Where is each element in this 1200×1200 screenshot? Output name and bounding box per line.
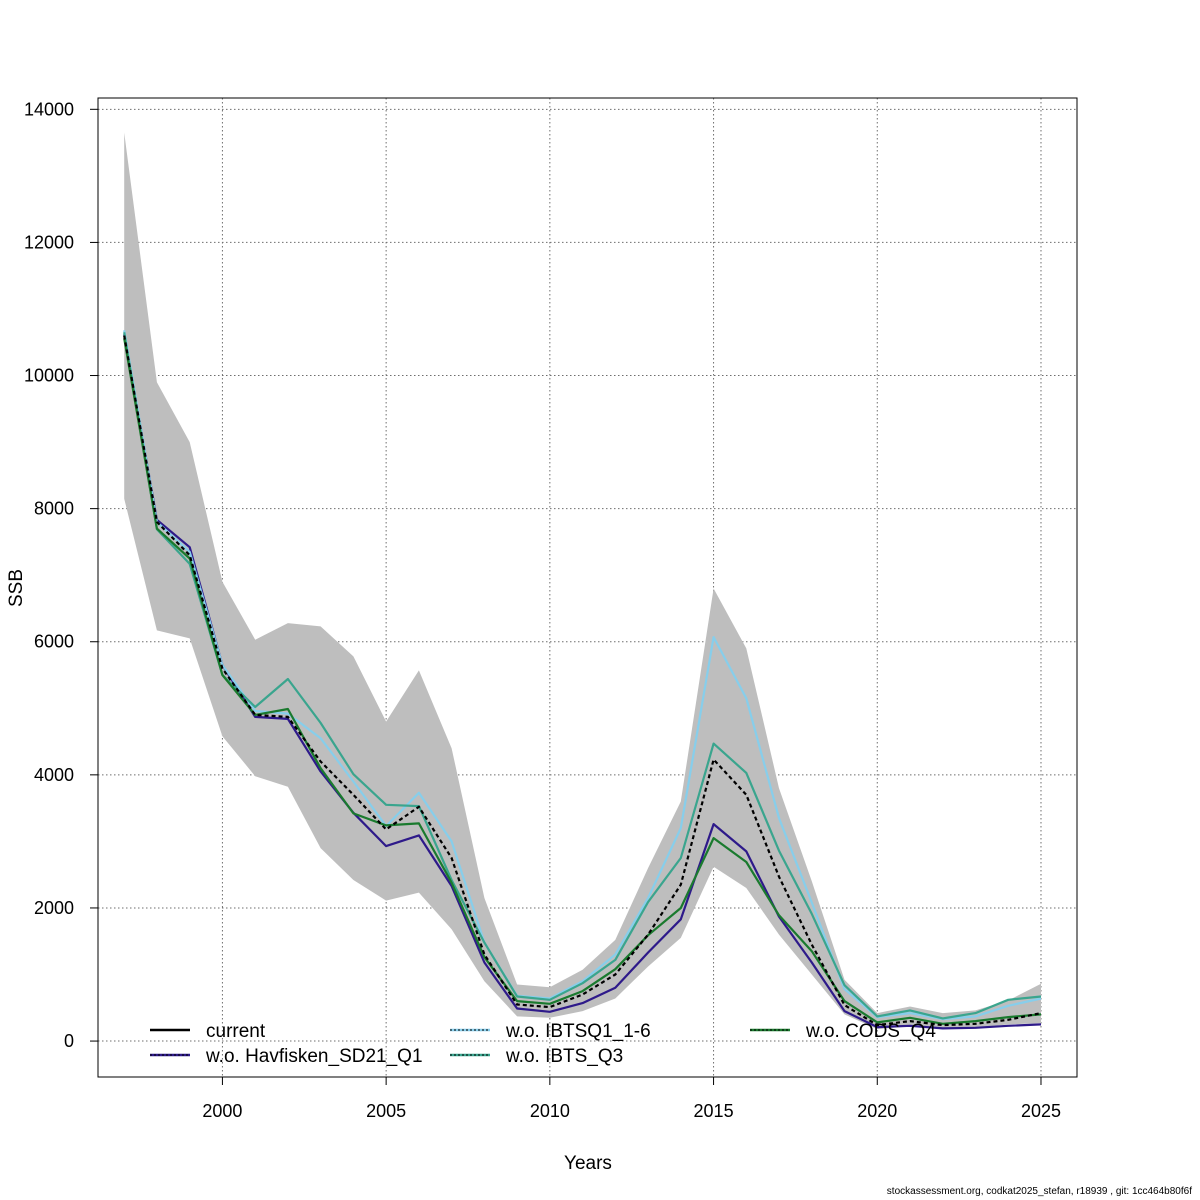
legend-label-1: w.o. Havfisken_SD21_Q1: [205, 1046, 423, 1067]
x-axis-label: Years: [564, 1153, 612, 1174]
y-tick-label-12000: 12000: [24, 232, 74, 252]
legend-label-0: current: [206, 1021, 266, 1042]
series-line-4: [123, 338, 1042, 1025]
y-tick-label-14000: 14000: [24, 99, 74, 119]
series-line-1: [123, 334, 1042, 1030]
y-tick-label-6000: 6000: [34, 632, 74, 652]
x-tick-label-2010: 2010: [530, 1101, 570, 1121]
footer-credit: stockassessment.org, codkat2025_stefan, …: [886, 1186, 1192, 1197]
x-tick-label-2000: 2000: [202, 1101, 242, 1121]
legend-label-2: w.o. IBTSQ1_1-6: [505, 1021, 651, 1042]
y-tick-label-0: 0: [64, 1031, 74, 1051]
series-lines: [123, 330, 1042, 1030]
y-tick-label-10000: 10000: [24, 366, 74, 386]
x-tick-label-2015: 2015: [694, 1101, 734, 1121]
series-line-2: [123, 330, 1042, 1021]
legend-label-3: w.o. IBTS_Q3: [505, 1046, 623, 1067]
y-axis-label: SSB: [6, 569, 27, 607]
x-axis: 2000 2005 2010 2015 2020 2025: [202, 1077, 1061, 1121]
confidence-band-group: [124, 132, 1041, 1030]
y-tick-label-8000: 8000: [34, 499, 74, 519]
legend-label-4: w.o. CODS_Q4: [805, 1021, 936, 1042]
series-line-3: [123, 332, 1042, 1020]
x-tick-label-2005: 2005: [366, 1101, 406, 1121]
x-tick-label-2025: 2025: [1021, 1101, 1061, 1121]
x-tick-label-2020: 2020: [857, 1101, 897, 1121]
y-tick-label-4000: 4000: [34, 765, 74, 785]
confidence-band: [124, 132, 1041, 1030]
legend: current w.o. Havfisken_SD21_Q1 w.o. IBTSQ1…: [150, 1021, 936, 1067]
y-axis: 0 2000 4000 6000 8000 10000 12000 14000: [24, 99, 98, 1051]
y-tick-label-2000: 2000: [34, 898, 74, 918]
plot-frame: [97, 97, 1078, 1078]
